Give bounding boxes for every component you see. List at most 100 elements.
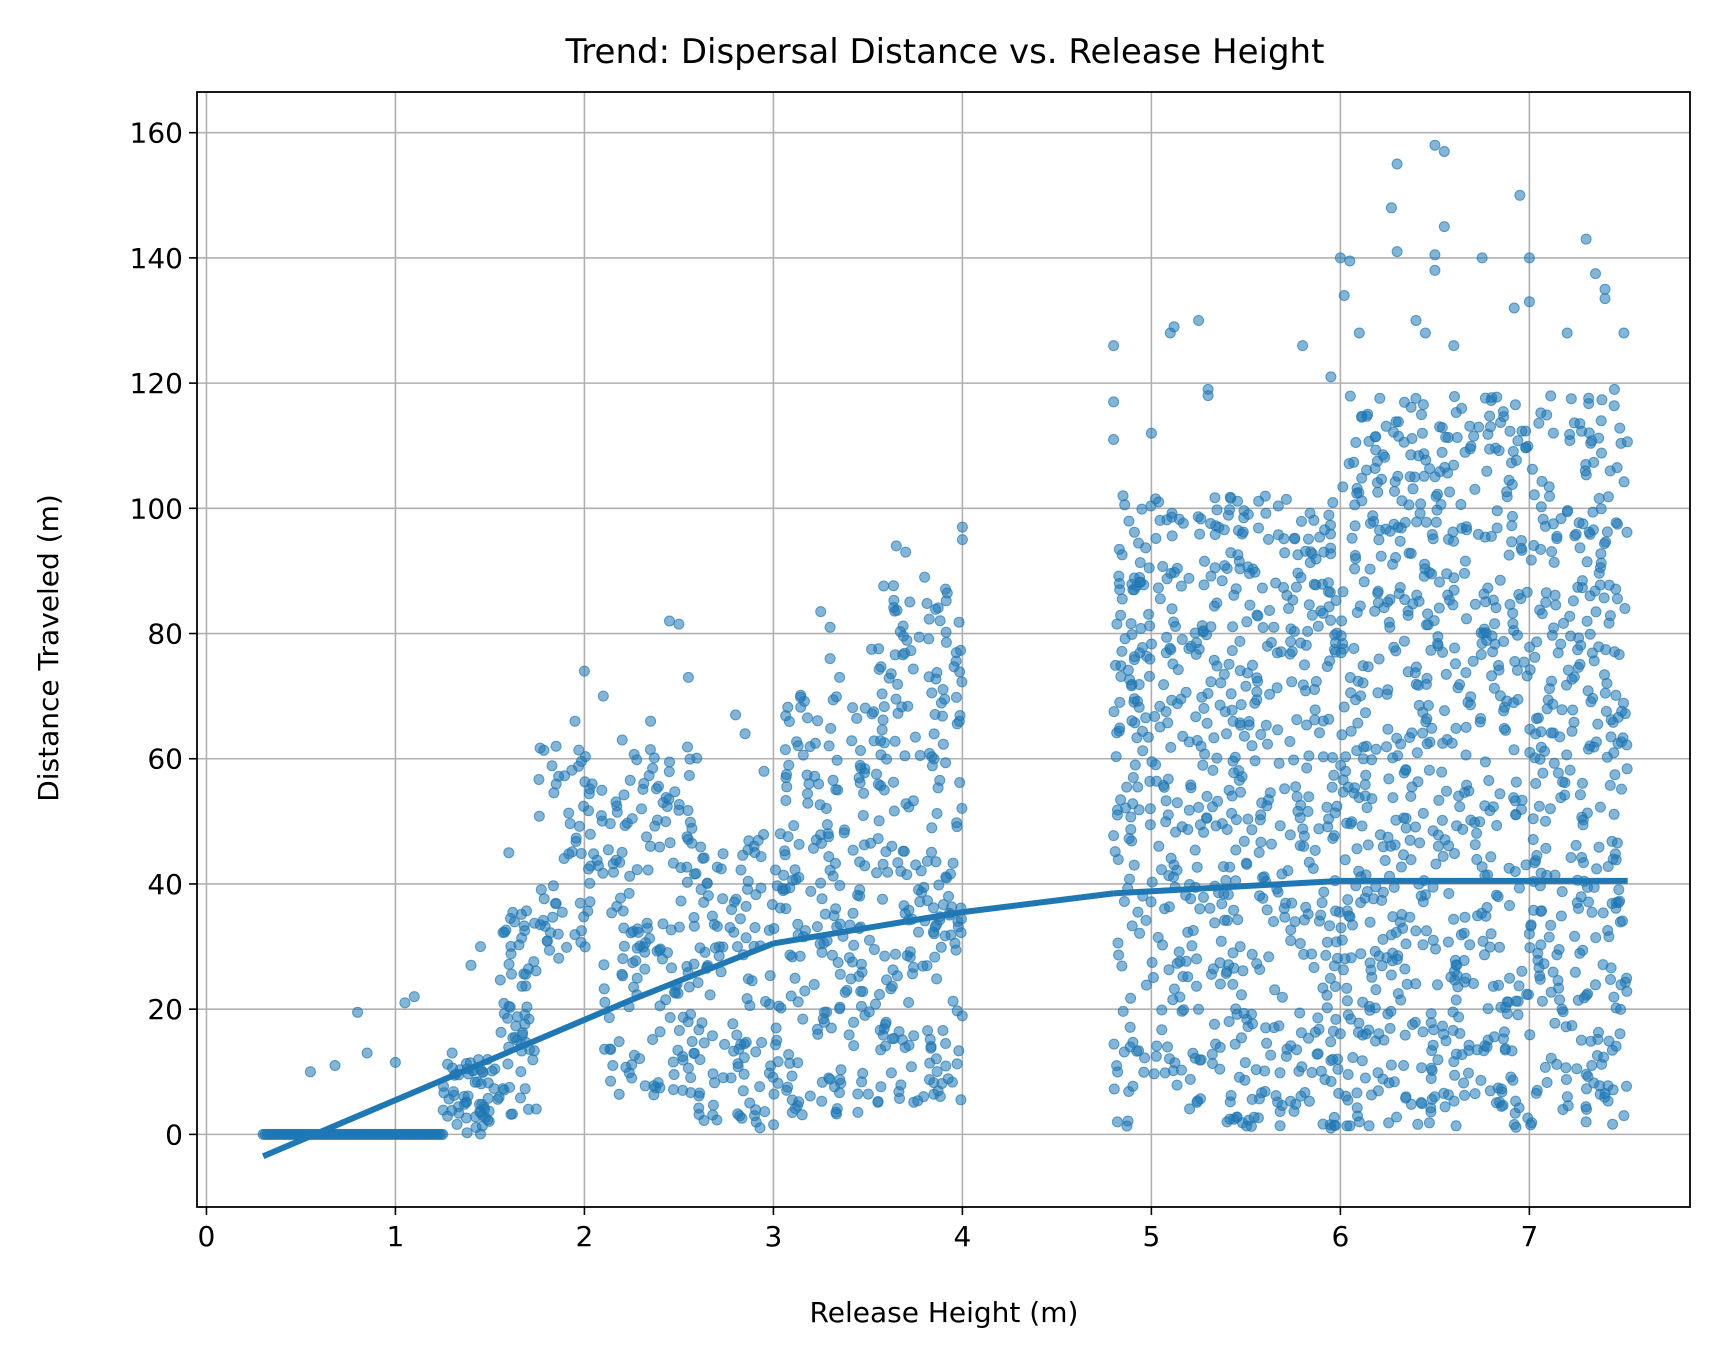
data-point: [329, 1060, 341, 1071]
data-point: [1449, 848, 1460, 859]
data-point: [1118, 896, 1130, 907]
data-point: [1190, 711, 1202, 723]
data-point: [717, 1072, 729, 1084]
data-point: [892, 707, 904, 719]
data-point: [1227, 947, 1239, 959]
data-point: [533, 774, 545, 785]
data-point: [1263, 533, 1274, 545]
data-point: [1574, 947, 1586, 959]
data-point: [1541, 1077, 1553, 1088]
data-point: [1385, 1059, 1397, 1071]
data-point: [1479, 756, 1491, 768]
data-point: [694, 1054, 706, 1066]
data-point: [825, 1022, 837, 1034]
data-point: [523, 1013, 535, 1025]
data-point: [639, 963, 651, 975]
data-point: [742, 973, 754, 985]
data-point: [1422, 608, 1434, 620]
data-point: [1144, 775, 1156, 787]
data-point: [950, 944, 962, 956]
data-point: [1366, 971, 1378, 983]
data-point: [1402, 666, 1414, 678]
data-point: [1134, 927, 1146, 939]
data-point: [1234, 665, 1246, 677]
data-point: [1608, 400, 1620, 412]
data-point: [1322, 577, 1334, 589]
data-point: [1585, 1035, 1597, 1047]
y-tick-label: 60: [147, 743, 183, 776]
data-point: [1307, 863, 1319, 874]
data-point: [954, 777, 966, 788]
data-point: [1429, 139, 1441, 151]
data-point: [465, 959, 477, 971]
data-point: [1251, 609, 1263, 621]
data-point: [1436, 422, 1448, 434]
data-point: [574, 820, 585, 832]
data-point: [1586, 647, 1598, 659]
data-point: [1602, 861, 1614, 872]
data-point: [1240, 680, 1252, 692]
data-point: [1292, 805, 1304, 817]
data-point: [1495, 417, 1507, 428]
data-point: [1144, 620, 1156, 632]
data-point: [1261, 904, 1273, 916]
data-point: [1353, 327, 1365, 339]
data-point: [1332, 1063, 1344, 1075]
data-point: [1294, 1007, 1306, 1019]
data-point: [477, 1066, 489, 1078]
data-point: [1459, 1089, 1470, 1101]
data-point: [1449, 1069, 1461, 1081]
data-point: [1410, 315, 1422, 326]
data-point: [864, 934, 875, 946]
data-point: [1223, 658, 1235, 670]
data-point: [1582, 1071, 1594, 1082]
data-point: [1456, 1049, 1468, 1061]
data-point: [827, 774, 839, 786]
data-point: [1580, 233, 1592, 245]
data-point: [838, 827, 850, 839]
data-point: [1336, 615, 1348, 627]
data-point: [770, 1022, 782, 1034]
data-point: [891, 970, 903, 982]
data-point: [1368, 893, 1380, 905]
data-point: [1554, 994, 1566, 1006]
data-point: [1168, 859, 1180, 871]
data-point: [1587, 524, 1599, 536]
data-point: [1540, 815, 1551, 827]
data-point: [519, 1083, 531, 1095]
data-point: [742, 875, 754, 887]
data-point: [510, 1020, 522, 1032]
data-point: [1570, 528, 1582, 540]
data-point: [1501, 486, 1513, 498]
data-point: [527, 1054, 539, 1066]
data-point: [1243, 1114, 1255, 1126]
data-point: [1255, 729, 1267, 740]
data-point: [1330, 595, 1342, 606]
data-point: [1126, 678, 1138, 690]
data-point: [1227, 621, 1239, 633]
data-point: [1536, 995, 1548, 1007]
data-point: [1348, 787, 1360, 799]
x-tick-label: 6: [1331, 1220, 1349, 1253]
data-point: [1391, 158, 1403, 170]
data-point: [1599, 669, 1610, 681]
data-point: [1614, 1028, 1626, 1040]
data-point: [1399, 1029, 1411, 1041]
data-point: [1605, 974, 1616, 985]
data-point: [890, 540, 902, 552]
data-point: [624, 774, 636, 786]
data-point: [1260, 1022, 1272, 1034]
data-point: [847, 956, 859, 968]
data-point: [1263, 951, 1275, 963]
data-point: [1508, 744, 1520, 756]
data-point: [1556, 704, 1568, 716]
data-point: [628, 1049, 640, 1061]
data-point: [1234, 717, 1246, 729]
data-point: [881, 974, 893, 986]
data-point: [1336, 934, 1348, 946]
data-point: [1288, 625, 1300, 637]
data-point: [792, 996, 804, 1008]
data-point: [1201, 717, 1213, 729]
data-point: [1558, 617, 1569, 629]
data-point: [521, 905, 532, 917]
